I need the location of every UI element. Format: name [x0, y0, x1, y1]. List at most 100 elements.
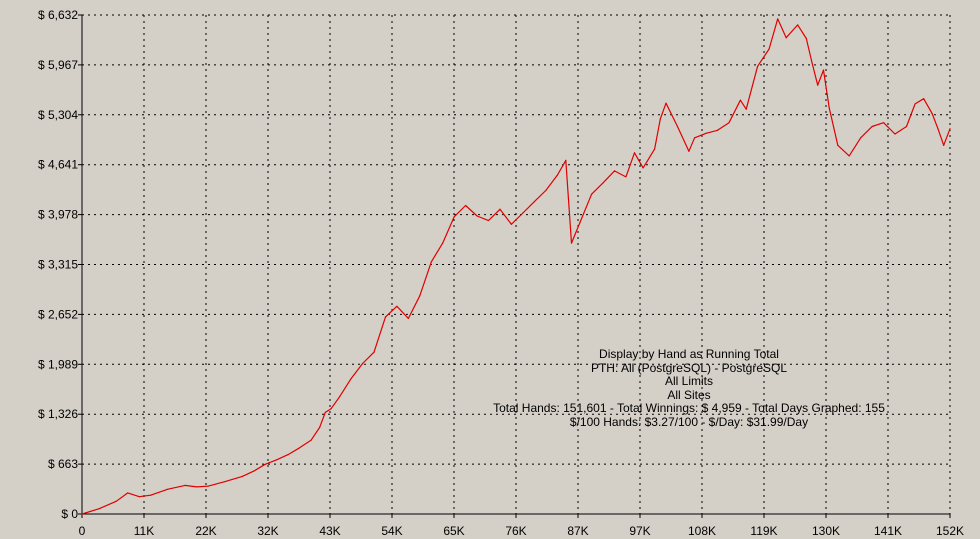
x-tick-label: 65K	[443, 524, 464, 538]
series-line	[81, 18, 951, 515]
data-point	[665, 102, 667, 104]
x-tick-label: 97K	[629, 524, 650, 538]
data-point	[442, 242, 444, 244]
data-point	[298, 447, 301, 449]
data-point	[195, 486, 198, 488]
x-tick-label: 54K	[381, 524, 402, 538]
x-tick-label: 22K	[195, 524, 216, 538]
y-tick-label: $ 1,326	[38, 407, 78, 421]
x-tick-label: 0	[79, 524, 86, 538]
data-point	[465, 204, 467, 207]
data-point	[339, 396, 341, 398]
data-point	[676, 125, 679, 128]
x-tick-label: 43K	[319, 524, 340, 538]
data-point	[287, 453, 289, 456]
data-point	[556, 174, 558, 177]
data-point	[777, 18, 779, 20]
data-point	[487, 219, 490, 222]
data-point	[785, 37, 787, 39]
data-point	[688, 150, 690, 152]
x-tick-label: 152K	[936, 524, 964, 538]
x-tick-label: 130K	[812, 524, 840, 538]
data-point	[276, 459, 278, 461]
sites-text: All Sites	[667, 387, 711, 402]
data-point	[419, 295, 421, 297]
x-axis-labels: 0 11K 22K 32K 43K 54K 65K 76K 87K 97K 108K 119K 130K…	[79, 524, 964, 538]
data-point	[848, 155, 850, 157]
data-point	[310, 439, 312, 441]
data-point	[822, 69, 825, 71]
data-point	[253, 470, 255, 472]
data-point	[565, 159, 567, 161]
x-tick-label: 108K	[688, 524, 716, 538]
data-point	[184, 484, 186, 487]
x-tick-label: 141K	[874, 524, 902, 538]
data-point	[768, 48, 770, 50]
data-point	[914, 103, 916, 105]
data-point	[905, 125, 908, 128]
data-point	[127, 492, 129, 494]
x-tick-label: 32K	[257, 524, 278, 538]
data-point	[81, 513, 83, 515]
data-point	[882, 122, 885, 124]
limits-text: All Limits	[664, 374, 713, 389]
data-point	[757, 65, 759, 67]
data-point	[138, 496, 140, 498]
data-point	[805, 37, 807, 40]
y-tick-label: $ 3,315	[38, 258, 78, 272]
data-point	[241, 475, 243, 477]
data-point	[590, 193, 593, 195]
data-point	[633, 152, 636, 154]
database-text: PTH: All (PostgreSQL) - PostgreSQL	[590, 360, 788, 375]
data-point	[319, 426, 321, 429]
x-tick-label: 11K	[134, 524, 154, 538]
data-point	[324, 411, 326, 414]
data-point	[705, 132, 707, 134]
y-tick-label: $ 6,632	[38, 8, 78, 22]
chart-grid	[81, 14, 951, 515]
data-point	[943, 144, 945, 146]
y-tick-label: $ 4,641	[38, 158, 78, 172]
data-point	[350, 377, 352, 380]
data-point	[949, 128, 951, 130]
y-tick-label: $ 0	[61, 507, 78, 521]
data-point	[570, 242, 573, 244]
chart-axes	[78, 14, 951, 518]
data-point	[361, 362, 364, 365]
x-tick-label: 76K	[505, 524, 526, 538]
data-point	[931, 113, 933, 115]
rates-text: $/100 Hands: $3.27/100 - $/Day: $31.99/D…	[569, 414, 809, 429]
data-point	[407, 317, 409, 319]
data-point	[430, 261, 432, 263]
x-tick-label: 87K	[567, 524, 588, 538]
data-point	[167, 488, 169, 490]
data-point	[860, 137, 862, 139]
totals-text: Total Hands: 151,601 - Total Winnings: $…	[493, 401, 885, 416]
data-point	[739, 99, 742, 101]
data-point	[98, 508, 100, 510]
data-point	[653, 148, 656, 150]
data-point	[330, 408, 332, 410]
summary-annotation: Display by Hand as Running Total PTH: Al…	[470, 347, 908, 430]
data-point	[476, 215, 478, 217]
data-point	[642, 167, 644, 169]
data-point	[510, 223, 513, 225]
data-point	[264, 463, 266, 465]
data-point	[522, 212, 524, 214]
data-point	[373, 351, 375, 353]
y-tick-label: $ 5,967	[38, 58, 78, 72]
y-tick-label: $ 1,989	[38, 357, 78, 371]
data-point	[115, 500, 117, 502]
series-running-total	[81, 18, 951, 515]
y-tick-label: $ 2,652	[38, 307, 78, 321]
data-point	[453, 216, 455, 218]
data-point	[716, 129, 719, 131]
data-point	[384, 316, 387, 318]
y-tick-label: $ 5,304	[38, 108, 78, 122]
data-point	[545, 189, 547, 192]
data-point	[150, 494, 152, 496]
data-point	[625, 176, 627, 178]
data-point	[837, 144, 839, 146]
data-point	[728, 122, 730, 124]
